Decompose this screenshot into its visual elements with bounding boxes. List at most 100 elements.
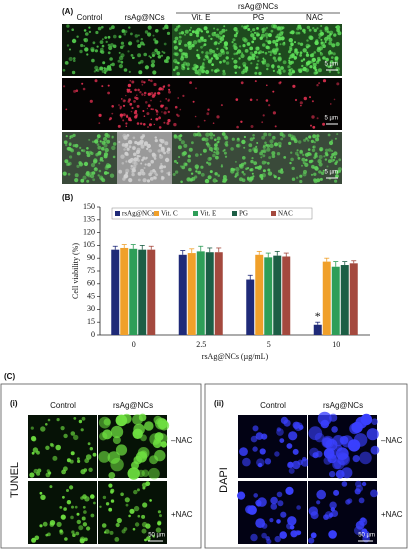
- cell: [250, 159, 254, 164]
- cell: [164, 157, 170, 163]
- cell: [108, 45, 113, 51]
- cell: [71, 505, 74, 509]
- cell: [111, 62, 115, 67]
- cell: [139, 91, 142, 94]
- cell: [251, 40, 255, 44]
- cell: [137, 88, 140, 92]
- cell: [252, 57, 256, 61]
- cell: [129, 102, 133, 106]
- cell: [109, 57, 113, 61]
- cell: [209, 132, 214, 137]
- cell: [245, 167, 248, 171]
- cell: [221, 50, 226, 55]
- cell: [143, 167, 146, 169]
- cell: [136, 104, 140, 108]
- cell: [186, 177, 191, 182]
- cell: [213, 41, 218, 46]
- cell: [98, 113, 102, 117]
- cell: [310, 139, 314, 143]
- cell: [252, 36, 257, 41]
- cell: [318, 36, 321, 39]
- cell: [107, 51, 111, 55]
- cell: [56, 418, 60, 422]
- cell: [150, 99, 152, 102]
- column-label: rsAg@NCs: [323, 401, 363, 410]
- cell: [184, 33, 186, 36]
- cell: [104, 529, 110, 534]
- cell: [66, 500, 72, 505]
- cell: [86, 153, 91, 158]
- cell: [128, 145, 132, 149]
- cell: [201, 137, 205, 141]
- cell: [70, 148, 74, 153]
- cell: [265, 99, 269, 102]
- cell: [160, 146, 165, 151]
- cell: [271, 151, 276, 156]
- cell: [65, 163, 69, 166]
- cell: [108, 507, 113, 512]
- cell: [125, 168, 130, 173]
- cell: [140, 80, 144, 84]
- cell: [283, 41, 286, 44]
- cell: [90, 163, 96, 168]
- cell: [97, 174, 100, 177]
- column-label: Control: [77, 13, 103, 22]
- cell: [267, 33, 272, 38]
- cell: [140, 122, 143, 125]
- cell: [109, 27, 112, 30]
- cell: [166, 121, 170, 125]
- cell: [72, 533, 76, 537]
- cell: [64, 61, 69, 65]
- cell: [297, 42, 301, 45]
- cell: [139, 141, 144, 146]
- cell: [299, 51, 303, 55]
- cell: [159, 144, 162, 147]
- cell: [318, 170, 322, 174]
- cell: [326, 64, 329, 68]
- cell: [133, 489, 138, 495]
- cell: [184, 29, 189, 34]
- cell: [63, 433, 68, 439]
- cell: [246, 42, 251, 46]
- cell: [289, 45, 293, 50]
- cell: [272, 111, 276, 115]
- cell: [185, 62, 191, 67]
- cell: [250, 33, 255, 38]
- cell: [299, 54, 302, 57]
- cell: [137, 34, 140, 37]
- cell: [96, 134, 101, 139]
- cell: [331, 510, 339, 517]
- cell: [88, 26, 91, 29]
- cell: [121, 98, 123, 100]
- cell: [207, 162, 212, 166]
- cell: [335, 67, 340, 72]
- cell: [85, 150, 89, 155]
- cell: [118, 140, 121, 144]
- cell: [141, 84, 144, 86]
- cell: [82, 522, 88, 527]
- cell: [83, 510, 87, 514]
- cell: [218, 31, 223, 35]
- bar: [349, 263, 358, 335]
- cell: [176, 162, 179, 164]
- cell: [37, 468, 42, 473]
- cell: [312, 27, 315, 30]
- cell: [137, 514, 141, 518]
- cell: [133, 100, 136, 103]
- cell: [214, 172, 218, 176]
- cell: [274, 125, 277, 128]
- y-tick-label: 150: [83, 202, 95, 211]
- cell: [144, 94, 146, 97]
- panel-label: (A): [62, 7, 73, 16]
- panel-label: (B): [62, 193, 73, 202]
- cell: [305, 158, 308, 162]
- cell: [146, 143, 151, 149]
- cell: [312, 62, 317, 67]
- cell: [132, 136, 136, 140]
- cell: [359, 451, 372, 465]
- cell: [366, 428, 379, 441]
- cell: [64, 159, 69, 164]
- cell: [50, 443, 55, 448]
- cell: [328, 41, 333, 46]
